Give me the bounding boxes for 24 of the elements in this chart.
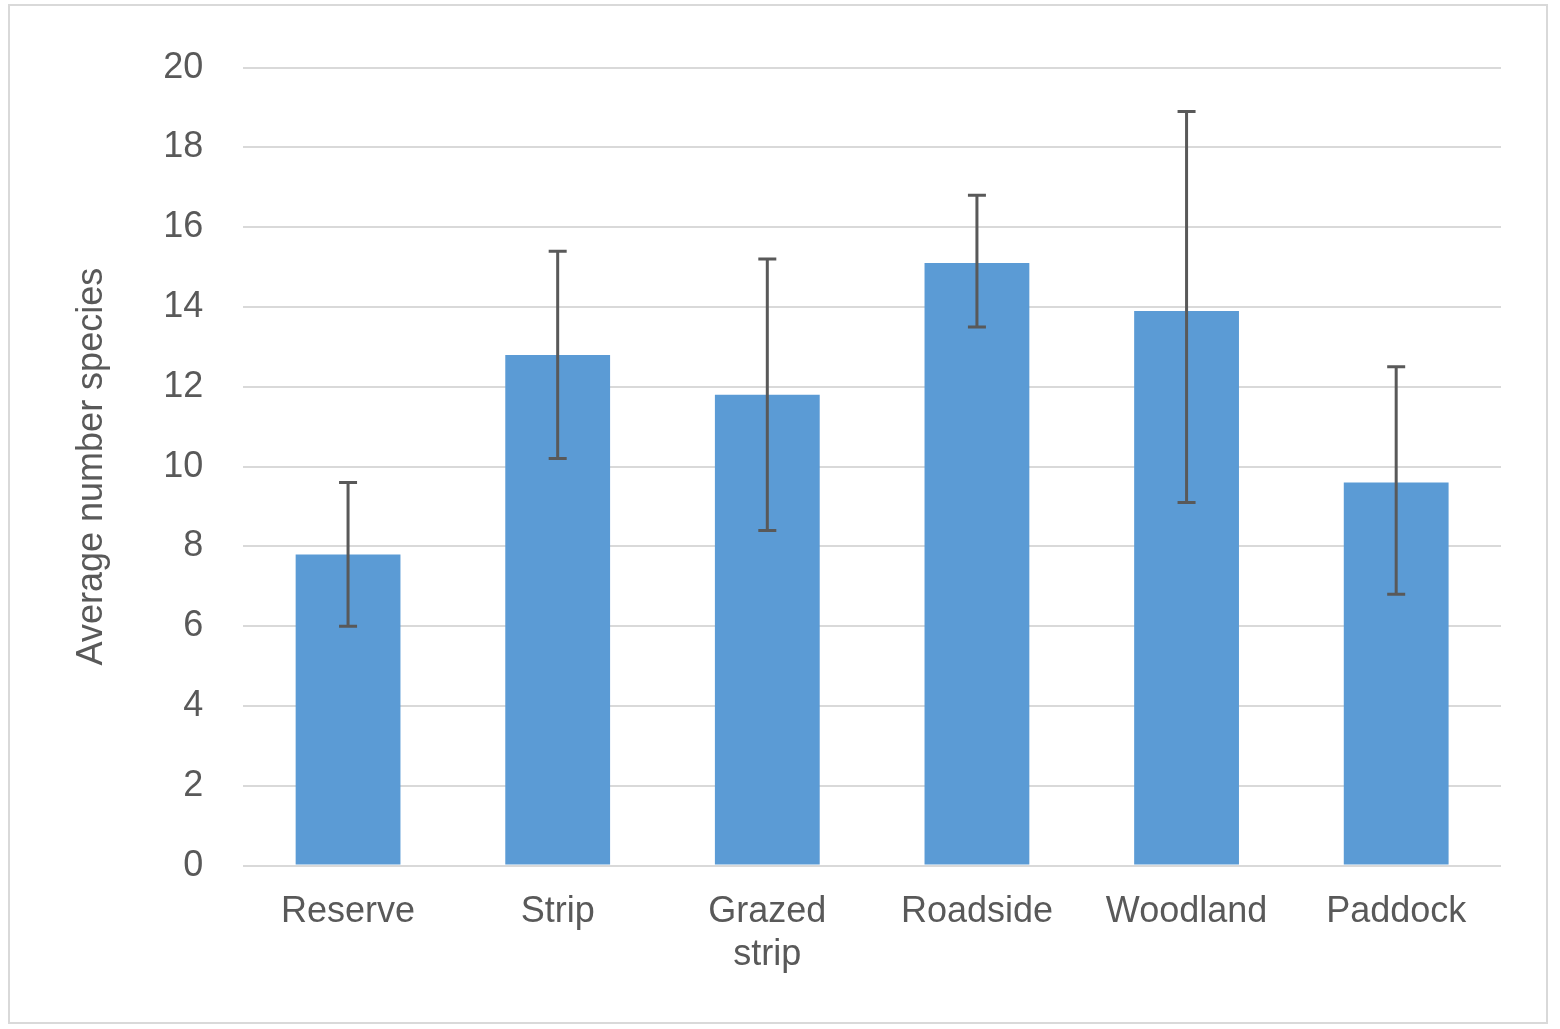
x-tick-label: Roadside	[900, 889, 1053, 931]
y-tick-label: 8	[183, 523, 204, 565]
bar	[1343, 482, 1449, 865]
y-axis-title: Average number species	[68, 267, 110, 666]
x-tick-label: Reserve	[281, 889, 416, 931]
y-tick-label: 20	[163, 44, 204, 86]
y-tick-label: 10	[163, 443, 204, 485]
x-tick-label: Woodland	[1105, 889, 1268, 931]
x-tick-label: Grazed strip	[708, 889, 827, 974]
x-tick-label: Strip	[520, 889, 595, 931]
x-tick-label: Paddock	[1326, 889, 1468, 931]
bar	[295, 554, 401, 865]
y-tick-label: 16	[163, 204, 204, 246]
bar	[714, 394, 820, 865]
y-tick-label: 2	[183, 762, 204, 804]
y-tick-label: 18	[163, 124, 204, 166]
bar	[924, 263, 1030, 865]
y-tick-label: 6	[183, 603, 204, 645]
y-tick-label: 12	[163, 363, 204, 405]
bar	[505, 354, 611, 865]
y-tick-label: 14	[163, 283, 204, 325]
y-tick-label: 0	[183, 842, 204, 884]
y-tick-label: 4	[183, 682, 204, 724]
bar	[1134, 310, 1239, 865]
